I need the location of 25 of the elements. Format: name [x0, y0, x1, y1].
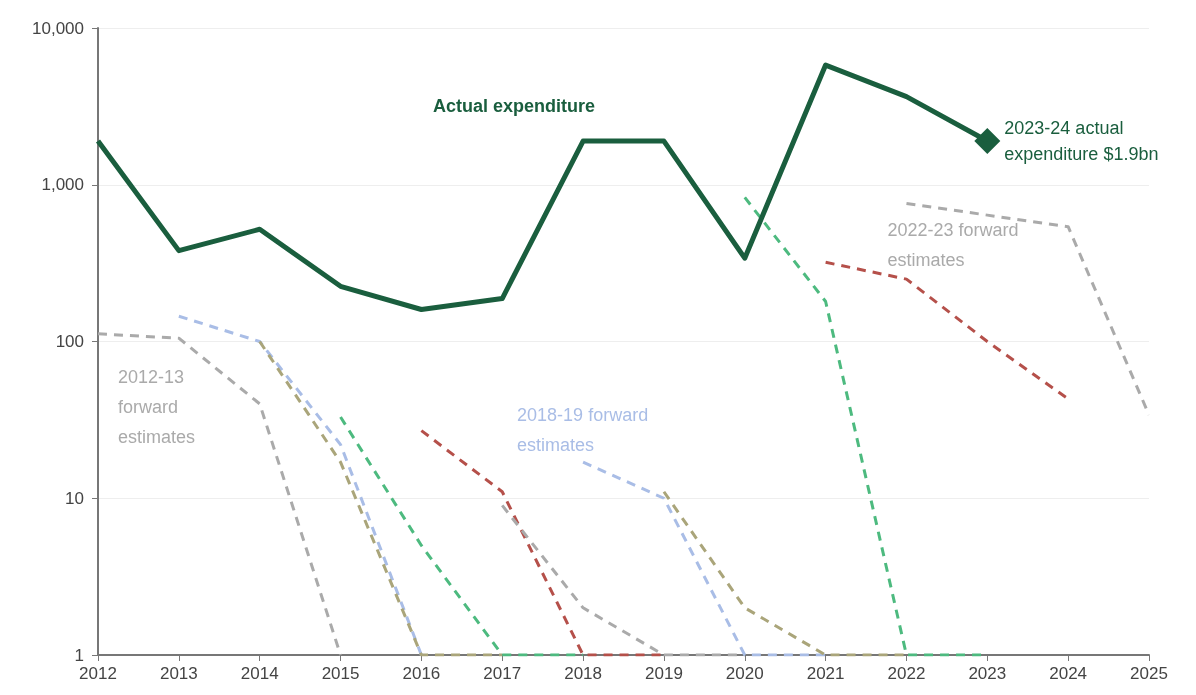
y-tick-label: 1: [74, 645, 84, 665]
x-tick-label: 2022: [887, 664, 926, 683]
x-tick-label: 2017: [483, 664, 522, 683]
series-label: Actual expenditure: [433, 96, 596, 117]
y-tick-label: 10,000: [32, 18, 84, 38]
series-label: 2018-19 forward estimates: [517, 405, 654, 456]
x-tick-label: 2012: [79, 664, 117, 683]
y-tick-label: 1,000: [41, 175, 84, 195]
series-label: 2012-13 forward estimates: [118, 366, 196, 447]
x-tick-label: 2018: [564, 664, 602, 683]
x-tick-label: 2013: [159, 664, 198, 683]
x-tick-label: 2015: [321, 664, 360, 683]
line-series: [96, 332, 343, 657]
x-tick-label: 2016: [402, 664, 441, 683]
x-tick-label: 2025: [1130, 664, 1168, 683]
annotation: 2023-24 actual expenditure $1.9bn: [1004, 118, 1159, 165]
y-tick-label: 10: [65, 488, 84, 508]
series-label: 2022-23 forward estimates: [887, 220, 1024, 271]
x-tick-label: 2019: [645, 664, 683, 683]
x-tick-label: 2023: [968, 664, 1007, 683]
y-tick-label: 100: [55, 332, 84, 351]
x-tick-label: 2014: [240, 664, 279, 683]
x-tick-label: 2021: [806, 664, 845, 683]
x-tick-label: 2020: [725, 664, 764, 683]
x-tick-label: 2024: [1049, 664, 1088, 683]
